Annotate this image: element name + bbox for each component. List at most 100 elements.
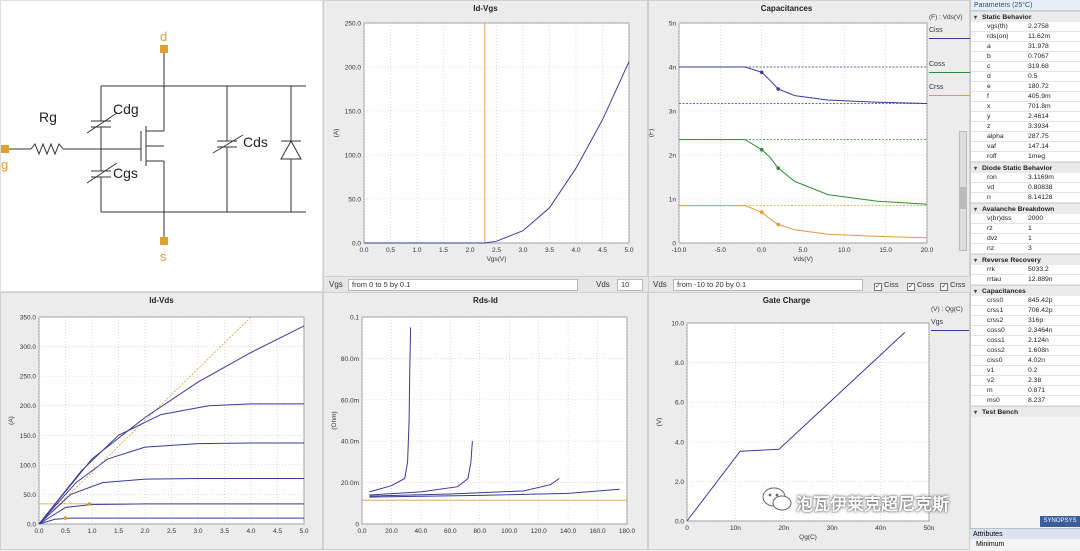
param-row[interactable]: x 701.8m [971, 102, 1080, 112]
id-vds-panel: Id-Vds 0.0 0.5 1.0 1.5 2.0 2.5 3.0 3.5 4.0 4.5 5.0… [0, 292, 323, 550]
series-point[interactable] [776, 87, 780, 91]
plot-area[interactable] [361, 316, 628, 525]
param-value: 2.2758 [1028, 23, 1049, 30]
param-row[interactable]: z 3.3934 [971, 122, 1080, 132]
param-name: crss1 [987, 307, 1004, 314]
series-point[interactable] [759, 70, 764, 75]
param-section-header[interactable]: ▾ Diode Static Behavior [971, 162, 1080, 173]
schematic-panel: d s g Rg Cdg Cgs Cds [0, 0, 323, 292]
y-tick-label: 20.0m [341, 480, 359, 487]
param-row[interactable]: crss0 845.42p [971, 296, 1080, 306]
param-row[interactable]: vgs(th) 2.2758 [971, 22, 1080, 32]
param-row[interactable]: e 180.72 [971, 82, 1080, 92]
series-point[interactable] [759, 147, 764, 152]
gate-charge-chart[interactable]: 0 10n 20n 30n 40n 50n 0.0 2.0 4.0 6.0 8.0 10.0 Qg(C)… [649, 293, 971, 551]
capacitances-chart[interactable]: -10.0 -5.0 0.0 5.0 10.0 15.0 20.0 0 1n 2n 3n 4n 5n Vd… [649, 1, 971, 277]
param-row[interactable]: crss1 706.42p [971, 306, 1080, 316]
param-section-header[interactable]: ▾ Static Behavior [971, 11, 1080, 22]
param-row[interactable]: roff 1meg [971, 152, 1080, 162]
param-row[interactable]: v(br)dss 2000 [971, 214, 1080, 224]
series-line[interactable] [364, 61, 630, 244]
param-row[interactable]: coss1 2.124n [971, 336, 1080, 346]
vds-value-field[interactable]: 10 [617, 279, 643, 291]
param-row[interactable]: rz 1 [971, 224, 1080, 234]
param-row[interactable]: b 0.7067 [971, 52, 1080, 62]
series-line[interactable] [686, 332, 906, 522]
x-tick-label: 3.5 [545, 247, 554, 254]
param-row[interactable]: c 319.68 [971, 62, 1080, 72]
param-row[interactable]: vaf 147.14 [971, 142, 1080, 152]
series-point[interactable] [776, 166, 780, 170]
param-row[interactable]: m 0.871 [971, 386, 1080, 396]
param-row[interactable]: nz 3 [971, 244, 1080, 254]
series-point[interactable] [759, 210, 764, 214]
param-row[interactable]: ms0 8.237 [971, 396, 1080, 406]
series-line[interactable] [38, 442, 304, 525]
x-tick-label: 3.0 [193, 528, 202, 535]
param-name: ms0 [987, 397, 1000, 404]
param-row[interactable]: rrk 5033.2 [971, 265, 1080, 275]
series-point[interactable] [63, 516, 68, 520]
series-line[interactable] [38, 403, 304, 525]
param-name: e [987, 83, 991, 90]
param-row[interactable]: coss0 2.3464n [971, 326, 1080, 336]
id-vds-chart[interactable]: 0.0 0.5 1.0 1.5 2.0 2.5 3.0 3.5 4.0 4.5 5.0 0.0 50.0… [1, 293, 324, 551]
series-line[interactable] [38, 478, 304, 525]
param-section-header[interactable]: ▾ Avalanche Breakdown [971, 203, 1080, 214]
param-row[interactable]: n 8.14128 [971, 193, 1080, 203]
param-row[interactable]: rds(on) 11.62m [971, 32, 1080, 42]
rds-id-chart[interactable]: 0.0 20.0 40.0 60.0 80.0 100.0 120.0 140.0 160.0 1… [324, 293, 649, 551]
crss-checkbox[interactable]: ✓ Crss [940, 280, 966, 291]
y-tick-label: 200.0 [345, 65, 362, 72]
capacitances-title: Capacitances [760, 4, 813, 13]
param-row[interactable]: vd 0.80838 [971, 183, 1080, 193]
param-row[interactable]: y 2.4614 [971, 112, 1080, 122]
series-line[interactable] [369, 441, 473, 496]
id-vgs-chart[interactable]: 0.0 0.5 1.0 1.5 2.0 2.5 3.0 3.5 4.0 4.5 5.0 0.0 50.0… [324, 1, 649, 277]
series-point[interactable] [776, 222, 780, 227]
param-value: 1 [1028, 225, 1032, 232]
x-tick-label: 3.5 [220, 528, 229, 535]
param-row[interactable]: ciss0 4.02n [971, 356, 1080, 366]
capacitances-legend: (F) : Vds(V) Ciss Coss Crss [929, 14, 975, 96]
param-section-header[interactable]: ▾ Test Bench [971, 406, 1080, 417]
plot-area[interactable] [38, 316, 305, 525]
param-row[interactable]: rrtau 12.889n [971, 275, 1080, 285]
cap-sweep-field[interactable]: from -10 to 20 by 0.1 [673, 279, 863, 291]
legend-scrollbar[interactable] [959, 131, 967, 251]
param-row[interactable]: d 0.5 [971, 72, 1080, 82]
param-section-header[interactable]: ▾ Capacitances [971, 285, 1080, 296]
ciss-checkbox[interactable]: ✓ Ciss [874, 280, 899, 291]
param-name: m [987, 387, 993, 394]
param-row[interactable]: coss2 1.608n [971, 346, 1080, 356]
param-row[interactable]: f 405.9m [971, 92, 1080, 102]
y-tick-label: 0.1 [350, 315, 359, 322]
vgs-sweep-field[interactable]: from 0 to 5 by 0.1 [348, 279, 578, 291]
x-tick-label: 2.5 [492, 247, 501, 254]
param-row[interactable]: alpha 287.75 [971, 132, 1080, 142]
param-value: 706.42p [1028, 307, 1053, 314]
series-line[interactable] [38, 503, 304, 525]
y-tick-label: 2n [669, 153, 677, 160]
x-tick-label: 180.0 [619, 528, 636, 535]
param-row[interactable]: a 31.978 [971, 42, 1080, 52]
series-line[interactable] [369, 478, 560, 497]
param-row[interactable]: crss2 316p [971, 316, 1080, 326]
series-line[interactable] [38, 517, 304, 525]
series-point[interactable] [87, 502, 92, 506]
series-line[interactable] [369, 327, 412, 493]
param-section-header[interactable]: ▾ Reverse Recovery [971, 254, 1080, 265]
param-row[interactable]: v2 2.38 [971, 376, 1080, 386]
coss-checkbox[interactable]: ✓ Coss [907, 280, 935, 291]
param-value: 316p [1028, 317, 1044, 324]
x-tick-label: 20.0 [921, 247, 934, 254]
y-tick-label: 350.0 [20, 315, 37, 322]
param-row[interactable]: dvz 1 [971, 234, 1080, 244]
param-row[interactable]: v1 0.2 [971, 366, 1080, 376]
param-name: dvz [987, 235, 998, 242]
drain-label: d [160, 29, 167, 44]
y-tick-label: 6.0 [675, 400, 684, 407]
legend-crss-swatch [929, 95, 975, 96]
param-row[interactable]: ron 3.1169m [971, 173, 1080, 183]
series-line[interactable] [369, 488, 620, 498]
